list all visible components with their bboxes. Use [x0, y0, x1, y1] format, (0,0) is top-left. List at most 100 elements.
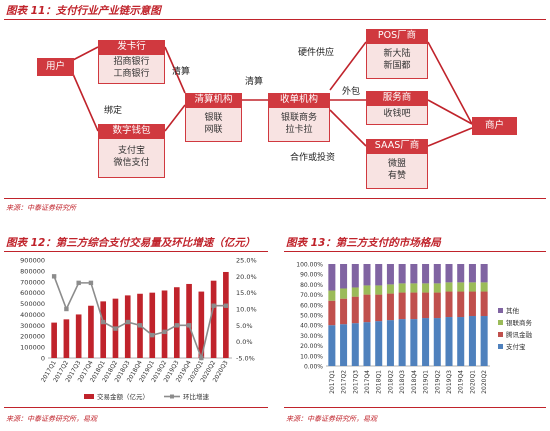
node-clearing: 清算机构 — [185, 93, 242, 107]
x-tick-label: 2019Q1 — [423, 370, 430, 394]
stacked-bar-segment — [328, 290, 336, 301]
growth-point — [199, 355, 204, 361]
stacked-bar-segment — [445, 291, 453, 318]
issuer-member: 工商银行 — [113, 69, 150, 79]
x-tick-label: 2019Q4 — [458, 370, 465, 394]
stacked-bar-segment — [480, 291, 488, 317]
x-tick-label: 2018Q3 — [399, 370, 406, 394]
node-merchant: 商户 — [472, 117, 517, 135]
fig11-bottom-rule — [4, 198, 546, 199]
stacked-bar-segment — [433, 264, 441, 284]
x-tick-label: 2019Q3 — [446, 370, 453, 394]
x-tick-label: 2017Q1 — [329, 370, 336, 394]
pos-member: 新国都 — [383, 61, 411, 71]
edge-label-hardware: 硬件供应 — [298, 48, 335, 58]
fig11-title: 图表 11：支付行业产业链示意图 — [6, 5, 161, 17]
edge-wallet-clearing — [164, 104, 186, 132]
edge-acquirer-pos — [329, 41, 367, 91]
y-right-tick-label: -5.0% — [236, 355, 255, 363]
legend-label: 银联商务 — [506, 318, 533, 327]
stacked-bar-segment — [457, 317, 465, 366]
fig11-source: 来源：中泰证券研究所 — [6, 204, 76, 212]
edge-pos-merchant — [427, 41, 473, 125]
clearing-member: 银联 — [204, 112, 223, 123]
node-saas: SAAS厂商 — [366, 139, 428, 153]
y-tick-label: 80.00% — [300, 282, 323, 289]
stacked-bar-segment — [445, 264, 453, 283]
stacked-bar-segment — [468, 264, 476, 283]
bar — [149, 292, 156, 358]
node-acquirer-members: 银联商务 拉卡拉 — [268, 107, 330, 142]
stacked-bar-segment — [351, 287, 359, 297]
stacked-bar-segment — [398, 292, 406, 320]
legend-bar-label: 交易金额（亿元） — [97, 392, 149, 401]
legend-label: 其他 — [506, 306, 520, 315]
fig13-source: 来源：中泰证券研究所，易观 — [286, 415, 377, 423]
fig11-top-rule — [4, 19, 546, 20]
stacked-bar-segment — [410, 292, 418, 320]
edge-user-issuer — [72, 46, 99, 61]
y-tick-label: 20.00% — [300, 343, 323, 350]
y-tick-label: 60.00% — [300, 302, 323, 309]
edge-label-clear1: 清算 — [172, 67, 191, 77]
y-right-tick-label: 0.0% — [236, 338, 253, 346]
stacked-bar-segment — [386, 284, 394, 294]
y-left-tick-label: 200000 — [20, 333, 45, 341]
acquirer-member: 银联商务 — [280, 112, 317, 123]
stacked-bar-segment — [386, 264, 394, 285]
stacked-bar-segment — [340, 324, 348, 366]
fig12-bottom-rule — [4, 407, 268, 408]
stacked-bar-segment — [375, 294, 383, 322]
growth-point — [101, 319, 106, 325]
stacked-bar-segment — [457, 291, 465, 318]
edge-acquirer-saas — [329, 109, 367, 147]
stacked-bar-segment — [398, 264, 406, 284]
node-wallet-members: 支付宝 微信支付 — [98, 138, 165, 178]
edge-label-coop: 合作或投资 — [290, 153, 336, 163]
stacked-bar-segment — [363, 294, 371, 323]
legend-line-label: 环比增速 — [183, 392, 210, 401]
stacked-bar-segment — [386, 320, 394, 366]
y-tick-label: 0.00% — [304, 364, 323, 371]
stacked-bar-segment — [468, 291, 476, 317]
fig12-source: 来源：中泰证券研究所，易观 — [6, 415, 97, 423]
stacked-bar-segment — [340, 288, 348, 299]
y-tick-label: 10.00% — [300, 353, 323, 360]
stacked-bar-segment — [457, 264, 465, 283]
growth-point — [223, 303, 229, 308]
stacked-bar-segment — [410, 283, 418, 293]
stacked-bar-segment — [351, 264, 359, 288]
issuer-member: 招商银行 — [113, 57, 150, 68]
stacked-bar-segment — [410, 264, 418, 284]
edge-label-bind: 绑定 — [104, 106, 123, 116]
y-left-tick-label: 600000 — [20, 289, 45, 297]
stacked-bar-segment — [363, 322, 371, 366]
pos-member: 新大陆 — [383, 49, 411, 60]
service-member: 收钱吧 — [383, 109, 411, 120]
y-right-tick-label: 10.0% — [236, 306, 257, 314]
edge-issuer-clearing — [164, 46, 186, 94]
fig13-top-rule — [284, 251, 546, 252]
growth-point — [186, 323, 192, 328]
edge-saas-merchant — [427, 127, 473, 147]
stacked-bar-segment — [445, 317, 453, 366]
wallet-member: 微信支付 — [113, 158, 150, 168]
node-user-left: 用户 — [37, 58, 74, 76]
y-tick-label: 40.00% — [300, 323, 323, 330]
y-left-tick-label: 100000 — [20, 344, 45, 352]
x-tick-label: 2018Q1 — [376, 370, 383, 394]
y-left-tick-label: 800000 — [20, 267, 45, 275]
x-tick-label: 2018Q4 — [411, 370, 418, 394]
bar — [223, 271, 229, 358]
node-acquirer: 收单机构 — [268, 93, 330, 107]
edge-user-wallet — [72, 73, 99, 132]
y-tick-label: 30.00% — [300, 333, 323, 340]
stacked-bar-segment — [340, 264, 348, 289]
edge-service-merchant — [427, 99, 473, 125]
stacked-bar-segment — [422, 318, 430, 366]
legend-swatch — [498, 344, 503, 349]
legend-swatch — [498, 308, 503, 313]
stacked-bar-segment — [375, 285, 383, 295]
node-service-members: 收钱吧 — [366, 105, 428, 125]
y-left-tick-label: 400000 — [20, 311, 45, 319]
